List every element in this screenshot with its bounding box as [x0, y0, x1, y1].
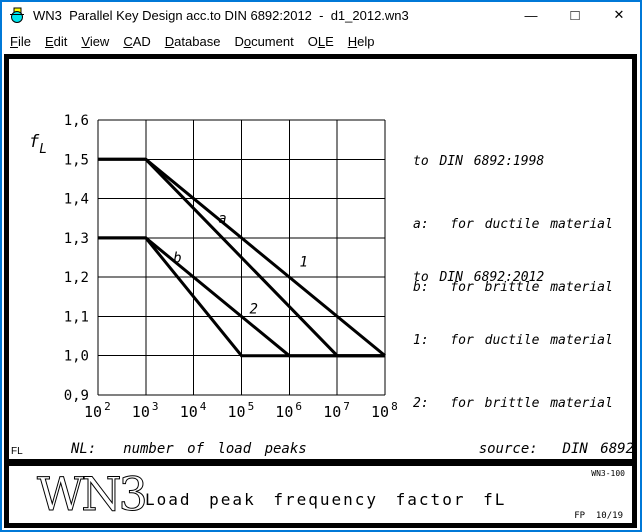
menu-item-edit[interactable]: Edit [44, 33, 68, 49]
x-tick-label: 10 6 [275, 400, 302, 421]
y-tick-label: 1,4 [64, 192, 89, 208]
app-icon[interactable] [9, 7, 25, 23]
wn3-logo: WN3 [37, 467, 149, 521]
drawing-title: Load peak frequency factor fL [145, 490, 507, 509]
y-tick-label: 1,2 [64, 270, 89, 286]
x-axis-caption: NL: number of load peaks [71, 441, 307, 457]
y-axis-label: fL [29, 132, 47, 157]
x-tick-label: 10 7 [323, 400, 350, 421]
menu-item-help[interactable]: Help [347, 33, 375, 49]
legend-line-a: a: for ductile material [413, 217, 613, 232]
sheet-code: FL [11, 446, 23, 457]
menu-item-document[interactable]: Document [234, 33, 294, 49]
y-tick-label: 0,9 [64, 388, 89, 404]
close-button[interactable]: ✕ [613, 7, 625, 22]
legend-line-2: 2: for brittle material [413, 396, 613, 411]
window-title: WN3 Parallel Key Design acc.to DIN 6892:… [33, 7, 409, 23]
menu-item-database[interactable]: Database [164, 33, 221, 49]
menu-item-cad[interactable]: CAD [123, 33, 151, 49]
minimize-button[interactable]: — [524, 7, 538, 23]
legend-title-2012: to DIN 6892:2012 [413, 270, 545, 285]
window-controls: — □ ✕ [524, 7, 626, 24]
page-ref: FP 10/19 [574, 511, 623, 521]
x-tick-label: 10 8 [371, 400, 398, 421]
source-note: source: DIN 6892 [478, 441, 634, 457]
menu-item-file[interactable]: File [10, 33, 31, 49]
y-tick-label: 1,1 [64, 309, 89, 325]
legend-line-b: b: for brittle material [413, 280, 613, 295]
legend-title-1998: to DIN 6892:1998 [413, 154, 545, 169]
series-label-1: 1 [299, 254, 307, 270]
y-tick-label: 1,6 [64, 113, 89, 129]
drawing-sheet: a 1 b 2 10 2 10 3 10 4 10 5 10 6 10 7 10 8 1,6 1,5 1,4 1,3 1,2… [4, 54, 637, 528]
footer-divider [9, 459, 632, 466]
wn3-logo-text: WN3 [37, 467, 145, 520]
y-tick-label: 1,5 [64, 152, 89, 168]
series-label-a: a [218, 211, 226, 227]
legend-line-1: 1: for ductile material [413, 333, 613, 348]
series-2 [98, 236, 385, 358]
menu-item-ole[interactable]: OLE [307, 33, 334, 49]
legend-din-2012: to DIN 6892:2012 1: for ductile material… [413, 225, 613, 456]
app-icon-glyph [10, 7, 24, 23]
legend-din-1998: to DIN 6892:1998 a: for ductile material… [413, 109, 613, 340]
x-tick-label: 10 3 [132, 400, 159, 421]
y-tick-label: 1,3 [64, 231, 89, 247]
series-label-b: b [173, 251, 181, 267]
x-tick-label: 10 4 [180, 400, 207, 421]
series-1 [98, 157, 386, 357]
title-block: WN3 Load peak frequency factor fL WN3-10… [9, 466, 632, 523]
y-tick-label: 1,0 [64, 349, 89, 365]
menu-item-view[interactable]: View [81, 33, 110, 49]
x-tick-label: 10 5 [228, 400, 255, 421]
maximize-button[interactable]: □ [570, 6, 580, 24]
menubar: File Edit View CAD Database Document OLE Help [2, 28, 640, 54]
series-label-2: 2 [249, 302, 257, 318]
titlebar: WN3 Parallel Key Design acc.to DIN 6892:… [2, 2, 640, 28]
doc-number: WN3-100 [591, 469, 625, 478]
